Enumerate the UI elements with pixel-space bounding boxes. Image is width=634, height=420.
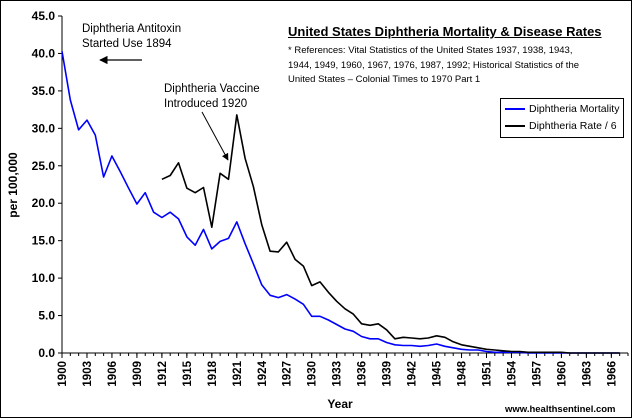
x-tick-label: 1963: [581, 361, 593, 387]
x-tick-label: 1960: [556, 361, 568, 387]
y-tick-label: 35.0: [32, 84, 56, 98]
x-tick-label: 1915: [182, 360, 194, 386]
x-tick-label: 1948: [457, 360, 469, 386]
y-tick-label: 5.0: [38, 309, 55, 323]
x-tick-label: 1945: [432, 360, 444, 386]
antitoxin-annotation: Diphtheria Antitoxin Started Use 1894: [82, 23, 182, 50]
x-tick-label: 1954: [506, 360, 518, 386]
y-tick-label: 30.0: [32, 121, 56, 135]
y-tick-label: 45.0: [32, 9, 56, 23]
y-tick-label: 40.0: [32, 46, 56, 60]
legend-item-mortality: Diphtheria Mortality: [505, 103, 619, 115]
y-tick-label: 10.0: [32, 271, 56, 285]
x-tick-label: 1939: [382, 361, 394, 387]
y-tick-label: 25.0: [32, 159, 56, 173]
x-tick-label: 1912: [157, 361, 169, 387]
x-tick-label: 1951: [482, 360, 494, 386]
y-tick-label: 20.0: [32, 196, 56, 210]
x-tick-label: 1906: [107, 361, 119, 387]
y-tick-label: 0.0: [38, 346, 55, 360]
mortality-line: [61, 51, 620, 354]
x-tick-label: 1900: [57, 361, 69, 387]
x-tick-label: 1927: [282, 361, 294, 387]
x-tick-label: 1903: [82, 361, 94, 387]
x-tick-label: 1918: [207, 360, 219, 386]
x-tick-label: 1933: [332, 361, 344, 387]
vaccine-annotation: Diphtheria Vaccine Introduced 1920: [164, 83, 260, 110]
rate-line: [161, 114, 620, 354]
references-note: * References: Vital Statistics of the Un…: [288, 45, 580, 85]
x-axis-label: Year: [327, 397, 353, 411]
y-tick-label: 15.0: [32, 234, 56, 248]
x-tick-label: 1936: [357, 361, 369, 387]
vaccine-arrow: [201, 111, 229, 161]
x-tick-label: 1921: [232, 360, 244, 386]
x-tick-label: 1942: [407, 361, 419, 387]
legend-item-rate: Diphtheria Rate / 6: [505, 120, 617, 132]
x-tick-label: 1957: [531, 361, 543, 387]
legend-label-mortality: Diphtheria Mortality: [529, 103, 620, 115]
legend: Diphtheria Mortality Diphtheria Rate / 6: [500, 98, 624, 138]
legend-swatch-rate: [505, 125, 525, 127]
chart-title: United States Diphtheria Mortality & Dis…: [288, 24, 602, 39]
legend-swatch-mortality: [505, 108, 525, 110]
watermark-url: www.healthsentinel.com: [505, 404, 616, 415]
legend-label-rate: Diphtheria Rate / 6: [529, 120, 617, 132]
x-tick-label: 1909: [132, 361, 144, 387]
y-axis-label: per 100,000: [6, 152, 20, 218]
x-tick-label: 1966: [606, 361, 618, 387]
x-tick-label: 1930: [307, 361, 319, 387]
x-tick-label: 1924: [257, 360, 269, 386]
